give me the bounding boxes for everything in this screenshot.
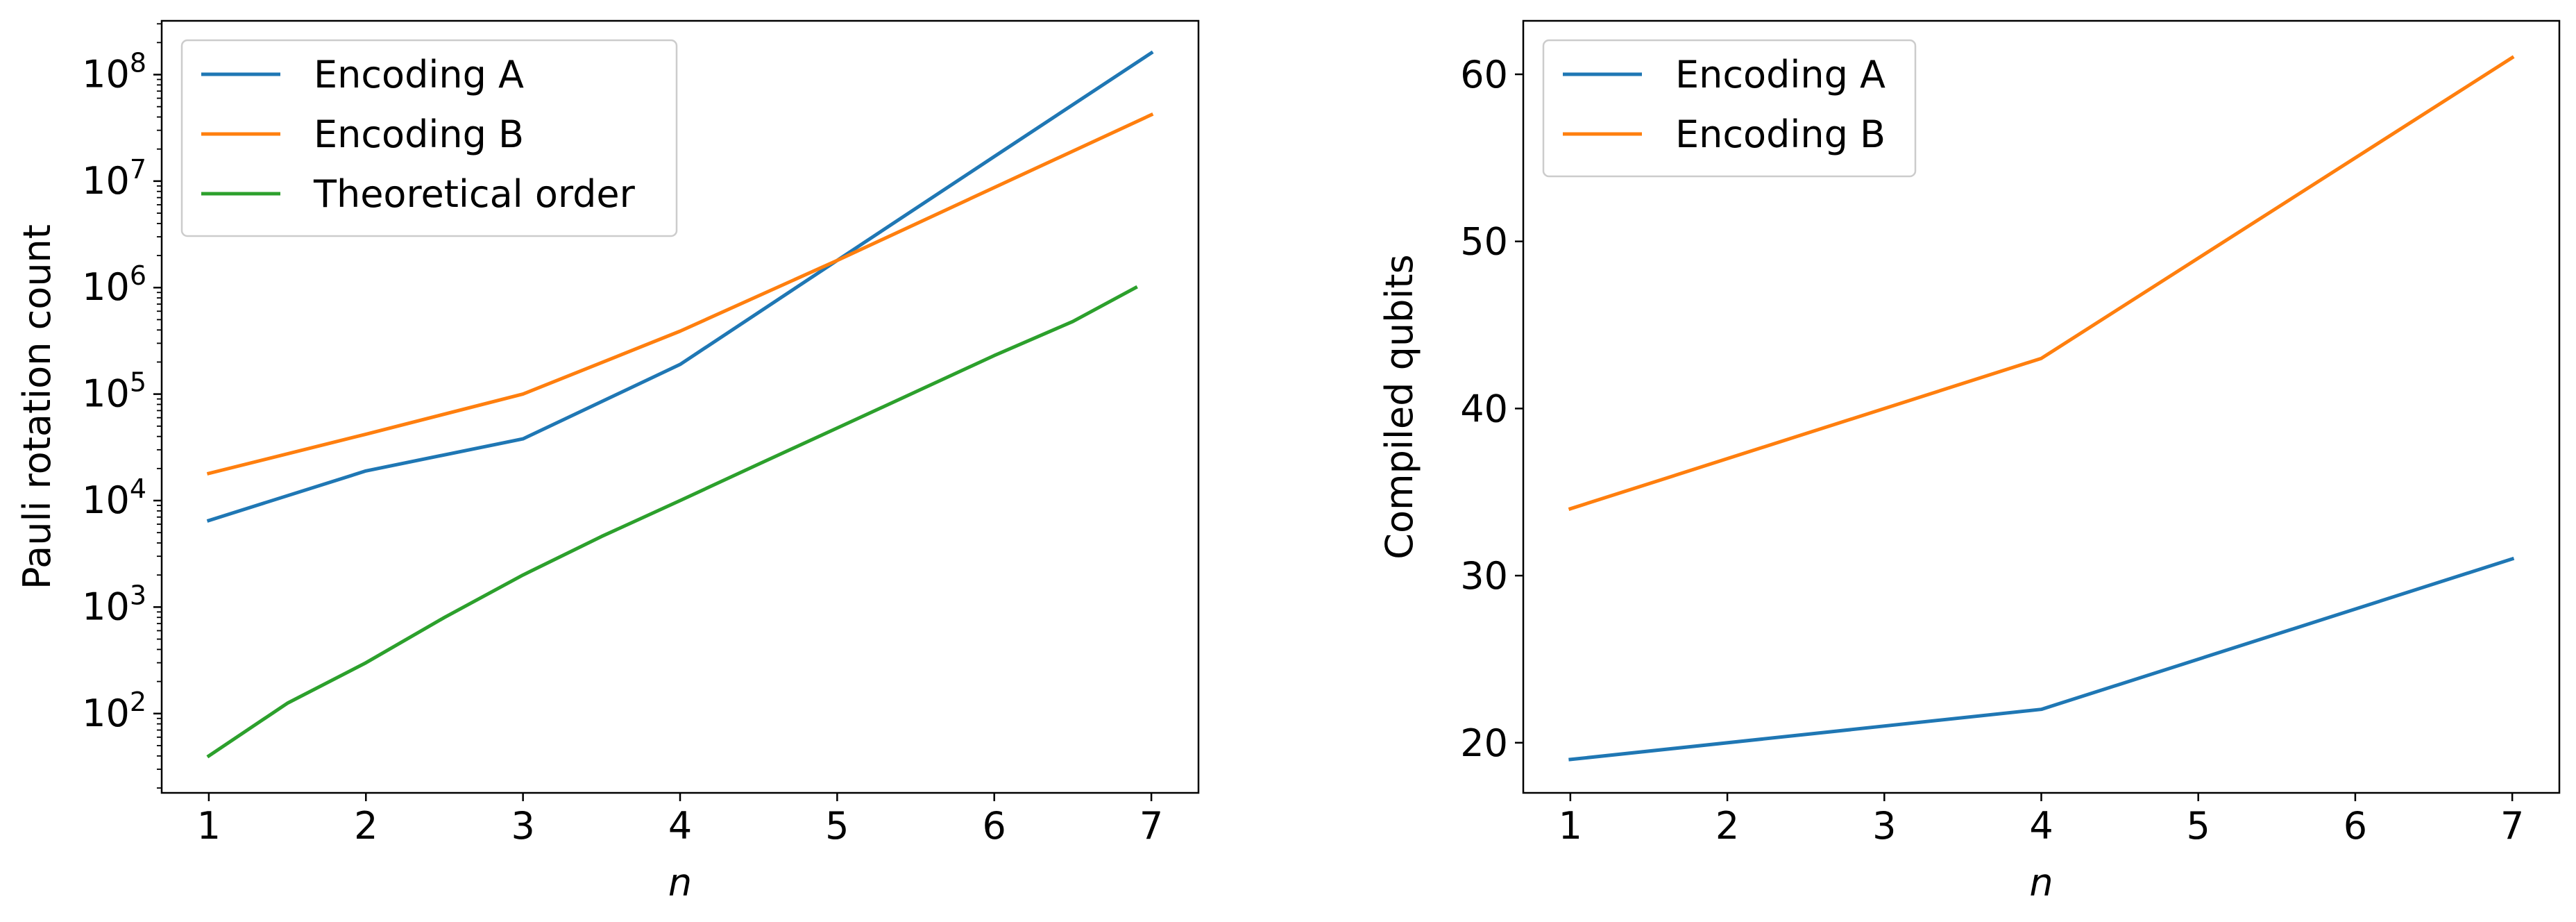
x-tick-label: 7 (2500, 804, 2524, 848)
y-tick-label: 106 (82, 260, 146, 309)
y-tick-label: 30 (1460, 554, 1508, 598)
series-line-1 (206, 50, 1154, 523)
chart-panel-1: 1 2 3 4 5 6 7 102 103 104 105 106 107 108 n Pauli rotat… (15, 19, 1200, 905)
y-tick-label: 20 (1460, 721, 1508, 765)
x-tick-label: 2 (1715, 804, 1739, 848)
x-tick-label: 3 (511, 804, 534, 848)
y-tick-label: 102 (82, 687, 146, 735)
y-axis-label: Compiled qubits (1378, 254, 1421, 559)
x-tick-label: 1 (197, 804, 221, 848)
y-tick-label: 107 (82, 154, 146, 203)
x-tick-label: 6 (2344, 804, 2367, 848)
chart-panel-2: 1 2 3 4 5 6 7 20 30 40 50 60 n Compiled qubits Encodin… (1378, 19, 2561, 905)
legend-box (180, 39, 678, 237)
series-line-2 (206, 112, 1154, 476)
x-tick-label: 5 (825, 804, 849, 848)
series-line-1 (1568, 556, 2515, 762)
y-axis-label: Pauli rotation count (15, 224, 59, 589)
x-tick-label: 4 (668, 804, 692, 848)
series-line-2 (1568, 55, 2515, 511)
y-tick-label: 40 (1460, 387, 1508, 430)
x-tick-label: 7 (1139, 804, 1163, 848)
x-tick-label: 3 (1872, 804, 1896, 848)
x-axis-label: n (668, 861, 692, 905)
x-axis-label: n (2029, 861, 2053, 905)
legend: Encoding A Encoding B Theoretical order (180, 39, 678, 237)
legend-label: Theoretical order (313, 172, 636, 216)
x-tick-label: 5 (2187, 804, 2210, 848)
legend-label: Encoding B (314, 112, 524, 156)
legend-label: Encoding A (1675, 53, 1886, 97)
series-line-3 (206, 285, 1138, 759)
x-tick-label: 6 (983, 804, 1006, 848)
y-tick-label: 108 (82, 47, 146, 96)
y-tick-label: 60 (1460, 53, 1508, 97)
x-tick-label: 2 (354, 804, 378, 848)
x-tick-label: 1 (1559, 804, 1582, 848)
legend-label: Encoding A (314, 53, 524, 97)
x-tick-label: 4 (2029, 804, 2053, 848)
y-tick-label: 50 (1460, 220, 1508, 264)
legend: Encoding A Encoding B (1542, 39, 1917, 178)
y-tick-label: 103 (82, 580, 146, 628)
legend-label: Encoding B (1675, 112, 1886, 156)
y-tick-label: 105 (82, 367, 146, 416)
y-tick-label: 104 (82, 473, 146, 522)
